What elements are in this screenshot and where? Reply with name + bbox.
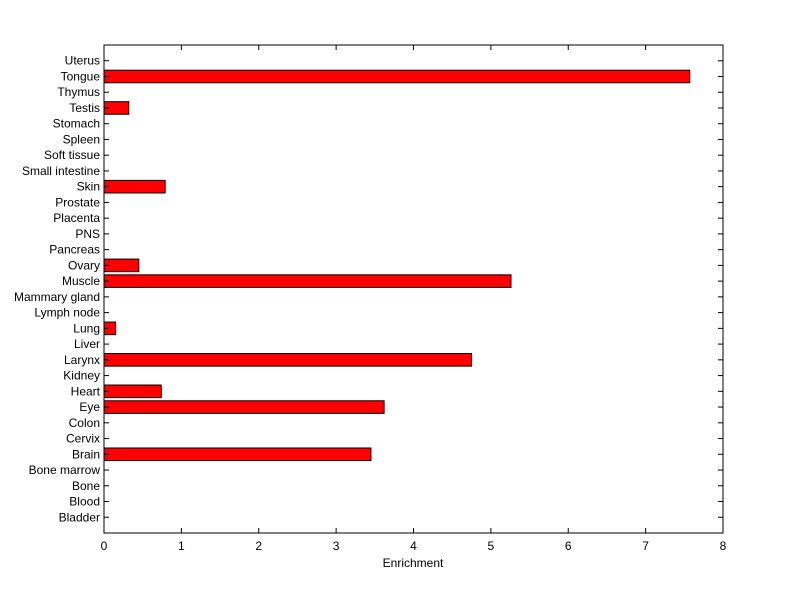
y-tick-label: Bone marrow xyxy=(29,463,101,477)
bar-brain xyxy=(103,447,372,462)
x-tick-label: 7 xyxy=(642,539,649,553)
y-tick-label: Lymph node xyxy=(34,306,100,320)
x-tick-label: 0 xyxy=(101,539,108,553)
y-tick-label: Liver xyxy=(74,337,100,351)
plot-area-frame xyxy=(103,44,724,534)
y-tick-label: Heart xyxy=(71,384,101,398)
y-tick-label: Placenta xyxy=(53,211,100,225)
bar-eye xyxy=(103,400,385,414)
bar-muscle xyxy=(103,274,512,288)
y-tick-label: Tongue xyxy=(61,69,101,83)
y-tick-label: Pancreas xyxy=(49,243,100,257)
bar-heart xyxy=(103,384,162,399)
y-tick-label: Testis xyxy=(69,101,100,115)
y-tick-label: Colon xyxy=(69,416,100,430)
x-tick-label: 4 xyxy=(410,539,417,553)
y-tick-label: Spleen xyxy=(63,132,100,146)
x-tick-labels: 0 1 2 3 4 5 6 7 8 xyxy=(101,539,727,553)
y-tick-label: Brain xyxy=(72,447,100,461)
y-tick-label: Bone xyxy=(72,479,100,493)
ticks-group xyxy=(103,45,724,533)
y-tick-label: Muscle xyxy=(62,274,100,288)
y-tick-label: Uterus xyxy=(65,54,100,68)
x-tick-label: 2 xyxy=(255,539,262,553)
bar-tongue xyxy=(103,69,691,84)
bar-larynx xyxy=(103,353,473,367)
x-tick-label: 3 xyxy=(333,539,340,553)
bar-ovary xyxy=(103,258,140,273)
y-tick-label: Bladder xyxy=(59,510,100,524)
y-tick-label: Soft tissue xyxy=(44,148,100,162)
x-tick-label: 6 xyxy=(565,539,572,553)
y-tick-label: Stomach xyxy=(53,117,100,131)
y-tick-label: Eye xyxy=(79,400,100,414)
bar-skin xyxy=(103,179,166,194)
y-tick-label: PNS xyxy=(75,227,100,241)
y-tick-label: Skin xyxy=(77,180,100,194)
bars-group xyxy=(103,69,691,462)
x-tick-label: 1 xyxy=(178,539,185,553)
x-tick-label: 8 xyxy=(720,539,727,553)
y-tick-label: Ovary xyxy=(68,258,100,272)
x-tick-label: 5 xyxy=(488,539,495,553)
y-tick-label: Mammary gland xyxy=(14,290,100,304)
y-tick-label: Small intestine xyxy=(22,164,100,178)
y-tick-label: Blood xyxy=(69,495,100,509)
y-tick-label: Prostate xyxy=(55,195,100,209)
y-tick-label: Thymus xyxy=(57,85,100,99)
y-tick-label: Cervix xyxy=(66,432,100,446)
x-axis-title: Enrichment xyxy=(383,556,444,570)
y-tick-label: Lung xyxy=(73,321,100,335)
y-tick-label: Larynx xyxy=(64,353,100,367)
y-tick-label: Kidney xyxy=(63,369,100,383)
